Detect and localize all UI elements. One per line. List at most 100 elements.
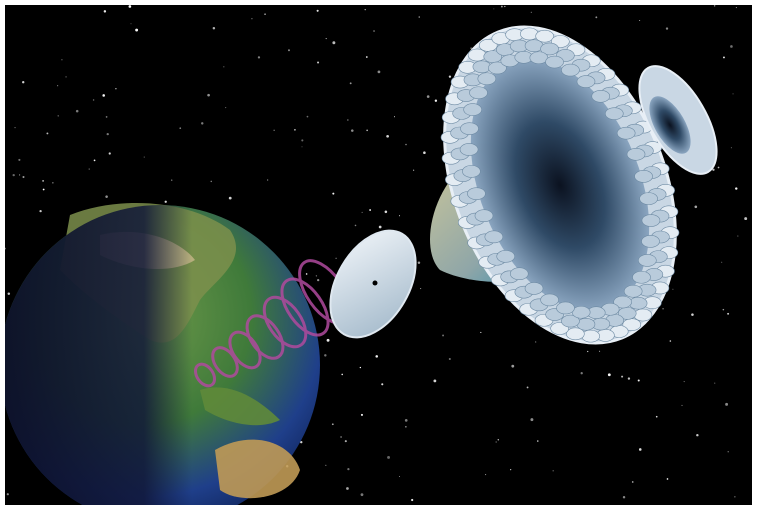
star [57, 115, 59, 117]
star [351, 129, 354, 132]
star [734, 496, 736, 498]
star [621, 375, 624, 378]
panel [488, 61, 507, 75]
star [666, 478, 669, 480]
panel [467, 187, 486, 200]
star [360, 413, 363, 416]
star [405, 143, 407, 146]
star [325, 464, 327, 466]
star [735, 7, 737, 9]
panel [633, 308, 653, 322]
star [325, 38, 327, 40]
star [631, 481, 634, 483]
star [228, 196, 232, 200]
star [386, 134, 389, 138]
star [377, 70, 381, 74]
transmitter-dish [329, 229, 417, 339]
star [212, 27, 216, 30]
star [300, 440, 303, 444]
star [730, 147, 732, 149]
star [331, 423, 334, 426]
star [433, 379, 437, 383]
star [530, 11, 532, 13]
star [316, 9, 319, 12]
panel [460, 122, 479, 135]
star [493, 8, 495, 10]
star [530, 418, 534, 422]
panel [576, 75, 596, 88]
panel [484, 230, 504, 244]
panel [472, 60, 492, 74]
panel [524, 282, 544, 295]
star [315, 275, 318, 277]
star [536, 440, 539, 442]
star [607, 373, 611, 377]
star [130, 23, 132, 25]
panel [463, 103, 482, 116]
star [655, 415, 658, 418]
star [164, 200, 167, 203]
star [42, 180, 44, 182]
star [394, 116, 396, 118]
panel [561, 63, 580, 77]
star [5, 247, 7, 250]
star [721, 261, 723, 263]
star [108, 152, 111, 155]
panel [496, 250, 516, 263]
star [251, 18, 253, 20]
star [552, 470, 554, 472]
star [39, 209, 42, 213]
panel [632, 270, 651, 284]
star [18, 158, 21, 161]
star [681, 404, 683, 406]
panel [639, 192, 658, 205]
panel [556, 301, 575, 315]
star [737, 235, 739, 237]
star [201, 122, 204, 125]
panel [524, 39, 544, 53]
panel [641, 214, 661, 227]
star [418, 16, 421, 18]
star [423, 151, 426, 154]
star [332, 41, 336, 45]
panel [626, 147, 646, 161]
star [413, 169, 415, 171]
star [143, 156, 145, 158]
star [106, 132, 109, 136]
star [713, 5, 716, 7]
panel [613, 295, 632, 309]
star [365, 56, 368, 58]
star [306, 115, 309, 118]
panel [566, 327, 585, 341]
panel [628, 296, 648, 310]
star [722, 308, 725, 311]
panel [477, 72, 497, 86]
star [305, 273, 308, 275]
star [57, 85, 59, 87]
star [326, 338, 330, 342]
star [381, 383, 384, 386]
star [714, 382, 716, 384]
star [599, 350, 601, 352]
panel [540, 42, 559, 56]
star [264, 13, 266, 15]
star [347, 119, 349, 121]
star [384, 210, 388, 214]
panel [459, 143, 479, 156]
star [257, 56, 261, 59]
panel [469, 86, 488, 100]
star [683, 381, 685, 383]
earth [5, 203, 320, 505]
star [638, 448, 642, 451]
star [46, 132, 49, 135]
star [360, 493, 364, 497]
star [495, 441, 497, 443]
panel [581, 329, 600, 343]
star [349, 82, 352, 85]
star [595, 16, 598, 19]
star [672, 288, 674, 290]
star [207, 93, 210, 97]
star [627, 377, 631, 380]
star [22, 176, 25, 179]
